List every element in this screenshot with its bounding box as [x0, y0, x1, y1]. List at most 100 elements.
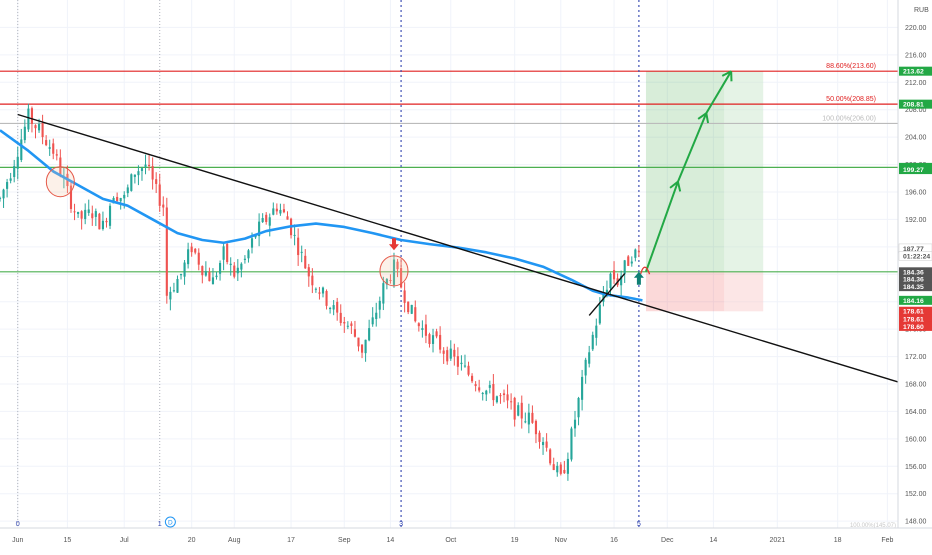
price-tick-label: 204.00: [905, 135, 927, 142]
candle-body: [350, 323, 352, 325]
candle-body: [311, 276, 313, 286]
price-tick-label: 164.00: [905, 409, 927, 416]
candle-body: [169, 292, 171, 300]
candle-body: [77, 212, 79, 214]
candle-body: [436, 331, 438, 336]
candle-body: [563, 470, 565, 473]
price-label-text: 184.16: [903, 298, 924, 305]
candle-body: [535, 421, 537, 434]
price-tick-label: 172.00: [905, 354, 927, 361]
event-number-marker: 0: [16, 519, 20, 528]
candle-body: [489, 385, 491, 388]
candle-body: [354, 329, 356, 337]
candles: [0, 104, 640, 481]
candle-body: [439, 335, 441, 350]
candle-body: [31, 108, 33, 124]
candle-body: [418, 323, 420, 326]
candle-body: [88, 209, 90, 212]
candle-body: [365, 340, 367, 353]
candle-body: [194, 249, 196, 253]
candle-body: [531, 413, 533, 423]
candle-body: [333, 305, 335, 309]
candle-body: [467, 366, 469, 375]
trendline: [18, 115, 898, 382]
time-tick-label: 14: [710, 537, 718, 544]
level-label: 100.00%(206.00): [822, 115, 876, 122]
loss-zone-fade: [724, 272, 763, 311]
candle-body: [279, 210, 281, 214]
time-tick-label: Feb: [881, 537, 893, 544]
candle-body: [226, 244, 228, 262]
candle-body: [276, 209, 278, 212]
candle-body: [570, 429, 572, 460]
candle-body: [471, 376, 473, 381]
candle-body: [265, 215, 267, 222]
candle-body: [624, 260, 626, 274]
candle-body: [52, 143, 54, 153]
candle-body: [56, 154, 58, 155]
candle-body: [599, 305, 601, 324]
candle-body: [20, 139, 22, 160]
candle-body: [212, 277, 214, 284]
candle-body: [6, 182, 8, 189]
candle-body: [137, 171, 139, 175]
highlight-circle: [380, 256, 408, 286]
event-number-marker: 5: [637, 519, 641, 528]
candle-body: [283, 209, 285, 212]
candle-body: [84, 210, 86, 219]
candle-body: [446, 350, 448, 361]
candle-body: [524, 421, 526, 422]
candle-body: [411, 305, 413, 314]
candle-body: [546, 442, 548, 448]
candle-body: [13, 166, 15, 177]
candle-body: [215, 276, 217, 277]
candle-body: [191, 247, 193, 253]
annotations: [46, 71, 731, 286]
time-tick-label: Jul: [120, 537, 129, 544]
candle-body: [38, 124, 40, 130]
candle-body: [453, 350, 455, 357]
candle-body: [631, 262, 633, 264]
candle-body: [127, 187, 129, 193]
price-tick-label: 216.00: [905, 52, 927, 59]
candle-body: [98, 214, 100, 230]
time-tick-label: 2021: [770, 537, 786, 544]
level-label: 88.60%(213.60): [826, 63, 876, 70]
candle-body: [585, 360, 587, 376]
candle-body: [148, 165, 150, 166]
time-tick-label: 20: [188, 537, 196, 544]
candle-body: [567, 459, 569, 474]
candle-body: [205, 271, 207, 275]
candle-body: [272, 208, 274, 214]
candle-body: [588, 352, 590, 363]
candle-body: [478, 387, 480, 390]
currency-label: RUB: [914, 7, 929, 14]
candle-body: [414, 307, 416, 321]
candle-body: [237, 268, 239, 274]
trendline: [589, 274, 624, 316]
candle-body: [27, 109, 29, 130]
price-label-text: 184.35: [903, 284, 924, 291]
candle-body: [269, 217, 271, 225]
candle-body: [315, 289, 317, 290]
time-tick-label: Dec: [661, 537, 674, 544]
candle-body: [42, 123, 44, 137]
candle-body: [485, 391, 487, 395]
event-number-marker: 3: [399, 519, 403, 528]
candle-body: [123, 195, 125, 198]
candle-body: [34, 125, 36, 128]
time-tick-label: 19: [511, 537, 519, 544]
price-label-text: 208.81: [903, 102, 924, 109]
candle-body: [457, 356, 459, 367]
candle-body: [507, 394, 509, 400]
time-tick-label: 16: [610, 537, 618, 544]
candle-body: [595, 326, 597, 338]
price-label-text: 178.60: [903, 324, 924, 331]
candle-body: [159, 184, 161, 205]
price-tick-label: 220.00: [905, 25, 927, 32]
candle-body: [155, 179, 157, 184]
time-axis-bg: [0, 528, 932, 550]
candle-body: [184, 263, 186, 277]
candle-body: [166, 207, 168, 295]
